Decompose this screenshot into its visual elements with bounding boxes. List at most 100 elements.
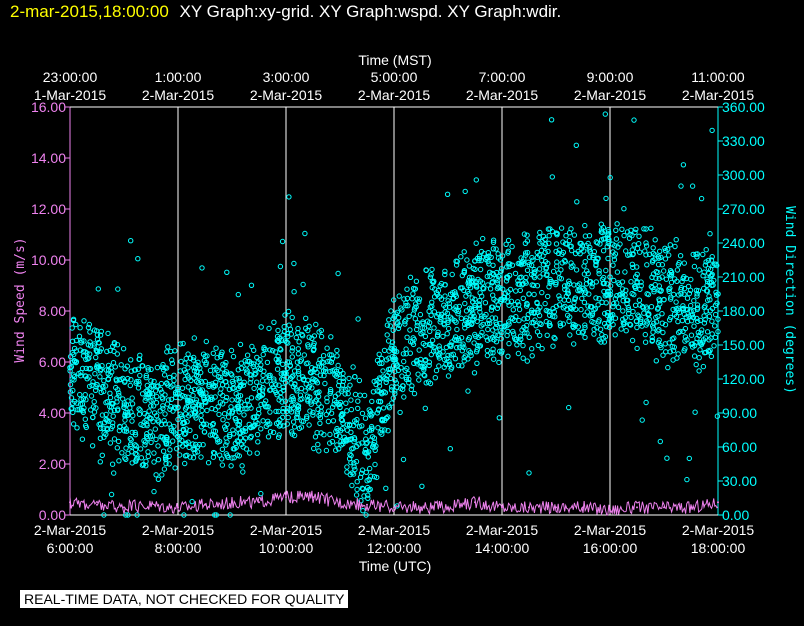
wind-direction-point xyxy=(574,199,580,205)
wind-direction-point xyxy=(157,408,163,414)
wind-direction-point xyxy=(210,454,217,460)
wind-direction-point xyxy=(657,248,663,255)
wind-direction-point xyxy=(193,397,200,403)
wind-direction-point xyxy=(691,263,698,270)
y-left-tick-label: 10.00 xyxy=(31,252,66,268)
wind-direction-point xyxy=(495,273,502,280)
wind-direction-point xyxy=(701,285,707,292)
wind-direction-point xyxy=(93,354,99,361)
wind-direction-point xyxy=(695,318,701,325)
wind-direction-point xyxy=(529,353,535,359)
wind-direction-point xyxy=(223,379,229,385)
wind-direction-point xyxy=(333,428,339,435)
wind-direction-point xyxy=(553,281,559,288)
wind-direction-point xyxy=(504,332,510,339)
wind-direction-point xyxy=(572,250,579,257)
wind-direction-point xyxy=(478,248,485,255)
wind-direction-point xyxy=(305,344,311,350)
wind-direction-point xyxy=(663,349,669,355)
wind-direction-point xyxy=(495,284,502,290)
wind-direction-point xyxy=(261,401,267,407)
wind-direction-point xyxy=(693,361,699,368)
wind-direction-point xyxy=(147,391,153,397)
wind-direction-point xyxy=(336,433,343,439)
wind-direction-point xyxy=(493,319,499,326)
wind-direction-point xyxy=(238,399,244,405)
wind-direction-point xyxy=(307,399,314,405)
wind-direction-point xyxy=(220,401,226,407)
wind-direction-point xyxy=(108,404,115,410)
wind-direction-point xyxy=(372,461,378,468)
wind-direction-point xyxy=(233,376,240,382)
wind-direction-point xyxy=(359,467,366,473)
wind-direction-point xyxy=(455,308,462,314)
wind-direction-point xyxy=(261,346,267,352)
wind-direction-point xyxy=(247,450,253,456)
wind-direction-point xyxy=(314,430,320,436)
wind-direction-point xyxy=(153,472,159,478)
wind-direction-point xyxy=(520,355,526,361)
wind-direction-point xyxy=(101,512,107,518)
wind-direction-point xyxy=(70,400,76,406)
wind-direction-point xyxy=(291,260,297,267)
wind-direction-point xyxy=(426,362,432,369)
wind-direction-point xyxy=(447,446,453,452)
wind-direction-point xyxy=(390,327,396,333)
wind-direction-point xyxy=(481,286,487,292)
wind-direction-point xyxy=(601,280,607,286)
wind-speed-point xyxy=(204,503,206,506)
wind-direction-point xyxy=(290,419,297,425)
wind-direction-point xyxy=(160,367,167,373)
wind-speed-point xyxy=(609,508,611,511)
wind-direction-point xyxy=(497,272,503,278)
wind-direction-point xyxy=(284,408,290,415)
top-tick-date: 2-Mar-2015 xyxy=(466,87,539,103)
wind-direction-point xyxy=(122,412,128,418)
wind-direction-point xyxy=(513,288,519,294)
wind-direction-point xyxy=(503,241,509,248)
wind-direction-point xyxy=(479,280,486,286)
wind-direction-point xyxy=(109,400,115,407)
wind-direction-point xyxy=(256,388,263,395)
wind-direction-point xyxy=(362,415,369,421)
wind-direction-point xyxy=(454,345,460,351)
wind-direction-point xyxy=(531,291,537,298)
wind-direction-point xyxy=(420,329,426,335)
wind-direction-point xyxy=(111,436,118,442)
wind-direction-point xyxy=(215,404,221,410)
wind-direction-point xyxy=(575,329,582,335)
wind-direction-point xyxy=(708,257,715,263)
wind-direction-point xyxy=(689,183,696,189)
wind-direction-point xyxy=(484,352,491,359)
wind-direction-point xyxy=(452,356,459,362)
wind-direction-point xyxy=(198,412,204,419)
wind-direction-point xyxy=(679,278,685,285)
wind-direction-point xyxy=(128,377,134,383)
wind-direction-point xyxy=(614,269,621,275)
wind-direction-point xyxy=(445,298,451,304)
wind-direction-point xyxy=(164,401,171,407)
wind-direction-point xyxy=(446,304,453,310)
wind-direction-point xyxy=(459,363,465,369)
wind-direction-point xyxy=(627,252,633,258)
wind-direction-point xyxy=(505,353,511,359)
wind-direction-point xyxy=(400,456,407,463)
wind-direction-point xyxy=(514,342,520,348)
wind-direction-point xyxy=(669,336,676,342)
wind-direction-point xyxy=(513,314,519,320)
wind-direction-point xyxy=(210,350,217,356)
wind-direction-point xyxy=(115,387,121,393)
wind-direction-point xyxy=(547,226,553,232)
wind-direction-point xyxy=(329,438,336,445)
wind-direction-point xyxy=(712,323,718,329)
wind-direction-point xyxy=(92,371,98,377)
wind-direction-point xyxy=(666,286,672,292)
wind-direction-point xyxy=(316,401,322,407)
wind-direction-point xyxy=(537,320,543,326)
wind-direction-point xyxy=(143,395,149,401)
wind-direction-point xyxy=(472,331,478,338)
wind-speed-point xyxy=(69,501,71,504)
wind-direction-point xyxy=(658,254,664,260)
wind-direction-point xyxy=(223,442,229,448)
wind-direction-point xyxy=(136,406,142,412)
